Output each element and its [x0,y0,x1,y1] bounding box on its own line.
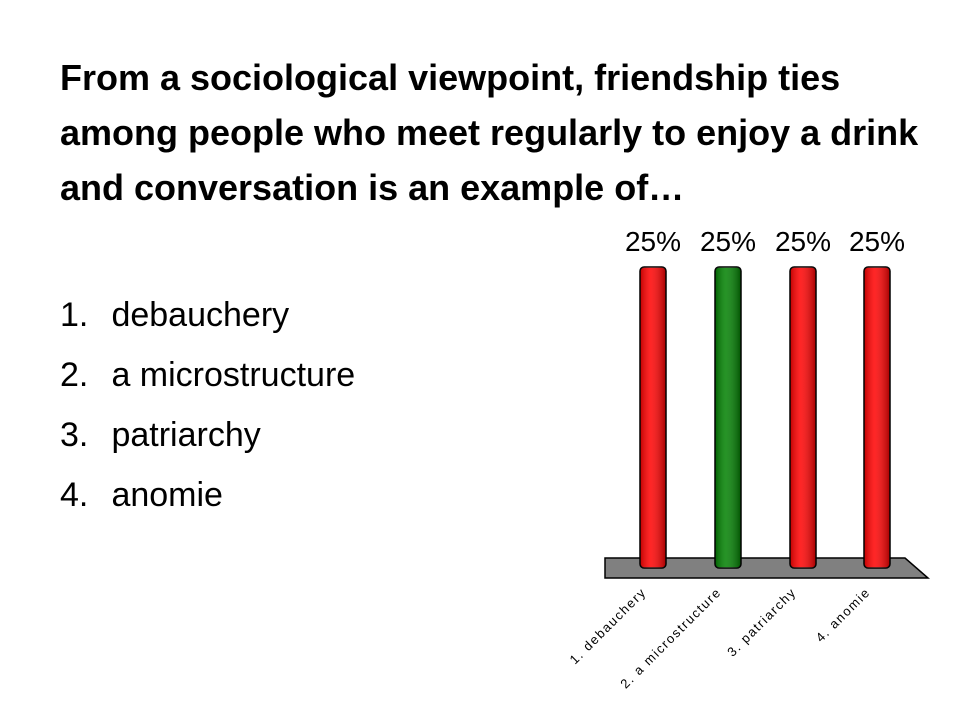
chart-data-labels: 25% 25% 25% 25% [625,226,905,257]
answer-list: 1. debauchery 2. a microstructure 3. pat… [60,285,355,525]
answer-text: a microstructure [111,356,356,394]
bar-1 [639,266,667,569]
answer-option-3: 3. patriarchy [60,405,355,465]
answer-number: 3. [60,416,89,454]
bar-4 [863,266,891,569]
answer-option-4: 4. anomie [60,465,355,525]
answer-option-1: 1. debauchery [60,285,355,345]
answer-number: 4. [60,476,89,514]
answer-number: 2. [60,356,89,394]
data-label-3: 25% [775,226,831,257]
data-label-1: 25% [625,226,681,257]
answer-text: anomie [111,476,223,514]
data-label-2: 25% [700,226,756,257]
answer-text: debauchery [111,296,290,334]
bar-3 [789,266,817,569]
answer-number: 1. [60,296,89,334]
answer-text: patriarchy [111,416,261,454]
tick-label-3: 3. patriarchy [724,585,799,660]
answer-option-2: 2. a microstructure [60,345,355,405]
bar-2 [714,266,742,569]
tick-label-1: 1. debauchery [566,585,649,668]
tick-label-4: 4. anomie [813,585,874,646]
chart-bars [639,266,891,569]
data-label-4: 25% [849,226,905,257]
question-text: From a sociological viewpoint, friendshi… [60,57,919,208]
